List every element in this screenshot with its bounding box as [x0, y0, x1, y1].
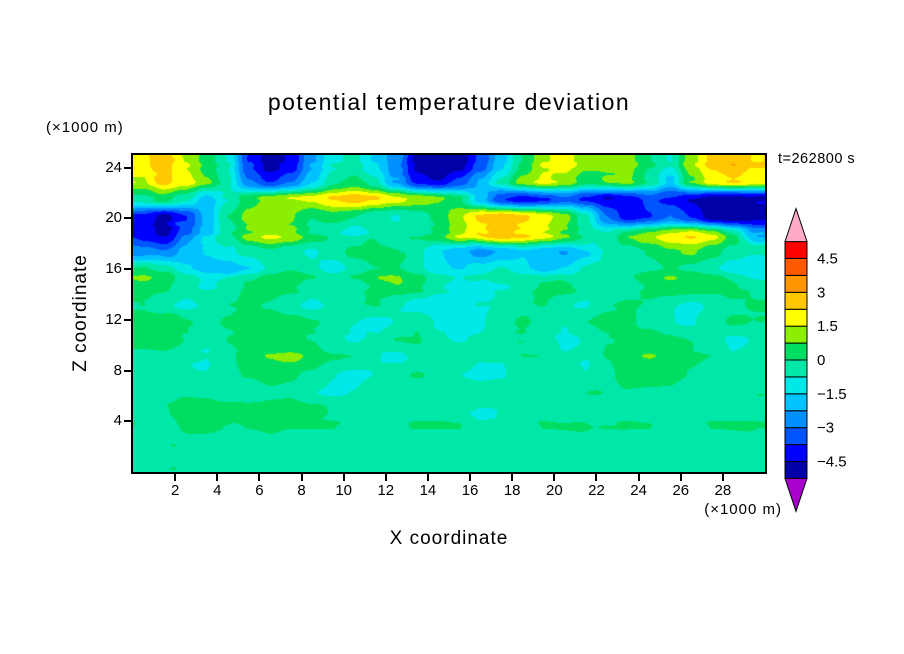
x-tick-label: 26 — [672, 482, 690, 499]
colorbar-segment — [784, 291, 808, 310]
colorbar-segment — [784, 274, 808, 293]
x-tick-label: 18 — [503, 482, 521, 499]
colorbar-label: −4.5 — [817, 454, 847, 471]
x-axis-unit-label: (×1000 m) — [704, 501, 782, 518]
chart-title: potential temperature deviation — [267, 89, 631, 115]
x-tick-label: 14 — [419, 482, 437, 499]
colorbar-segment — [784, 461, 808, 479]
x-tick-mark — [553, 474, 556, 481]
colorbar-segment — [784, 444, 808, 463]
x-tick-label: 16 — [461, 482, 479, 499]
z-tick-mark — [124, 268, 131, 271]
z-tick-label: 4 — [113, 412, 122, 430]
x-tick-mark — [258, 474, 261, 481]
x-tick-mark — [216, 474, 219, 481]
x-tick-mark — [595, 474, 598, 481]
z-tick-label: 16 — [105, 260, 122, 278]
y-axis-unit-label: (×1000 m) — [46, 119, 124, 136]
z-tick-label: 12 — [105, 310, 122, 328]
x-tick-label: 2 — [170, 482, 180, 499]
x-tick-mark — [511, 474, 514, 481]
plot-area-border — [131, 153, 767, 474]
z-tick-mark — [124, 420, 131, 423]
x-tick-label: 8 — [297, 482, 306, 499]
x-tick-mark — [679, 474, 682, 481]
x-tick-label: 20 — [545, 482, 563, 499]
colorbar-segment — [784, 257, 808, 276]
z-tick-mark — [124, 217, 131, 220]
x-tick-mark — [469, 474, 472, 481]
colorbar: 4.5 3 1.5 0 −1.5 −3 −4.5 — [784, 207, 847, 513]
x-tick-label: 12 — [377, 482, 395, 499]
timestamp-label: t=262800 s — [778, 151, 856, 167]
colorbar-label: −1.5 — [817, 386, 847, 403]
colorbar-segment — [784, 342, 808, 361]
z-tick-label: 8 — [113, 361, 122, 379]
colorbar-segment — [784, 359, 808, 378]
colorbar-segment — [784, 241, 808, 259]
colorbar-label: 0 — [817, 352, 825, 369]
colorbar-label: 3 — [817, 284, 825, 301]
x-tick-mark — [174, 474, 177, 481]
colorbar-segment — [784, 393, 808, 412]
z-tick-mark — [124, 166, 131, 169]
z-tick-mark — [124, 318, 131, 321]
x-tick-label: 6 — [255, 482, 264, 499]
colorbar-label: 4.5 — [817, 251, 838, 268]
z-tick-label: 20 — [105, 209, 122, 227]
x-tick-label: 24 — [630, 482, 647, 499]
x-tick-mark — [384, 474, 387, 481]
x-tick-label: 10 — [335, 482, 352, 499]
contour-field-canvas — [133, 155, 765, 472]
colorbar-segment — [784, 410, 808, 429]
x-tick-label: 28 — [714, 482, 732, 499]
colorbar-over-arrow — [784, 207, 808, 243]
x-tick-label: 4 — [213, 482, 222, 499]
colorbar-label: −3 — [817, 420, 834, 437]
x-tick-mark — [721, 474, 724, 481]
colorbar-segment — [784, 376, 808, 395]
colorbar-label: 1.5 — [817, 318, 838, 335]
x-axis-title: X coordinate — [389, 528, 509, 549]
x-tick-label: 22 — [588, 482, 605, 499]
colorbar-segment — [784, 427, 808, 446]
colorbar-under-arrow — [784, 477, 808, 513]
x-tick-mark — [637, 474, 640, 481]
z-tick-label: 24 — [105, 158, 122, 176]
x-tick-mark — [426, 474, 429, 481]
x-tick-mark — [342, 474, 345, 481]
colorbar-segment — [784, 325, 808, 344]
x-tick-mark — [300, 474, 303, 481]
colorbar-segment — [784, 308, 808, 327]
z-tick-mark — [124, 369, 131, 372]
